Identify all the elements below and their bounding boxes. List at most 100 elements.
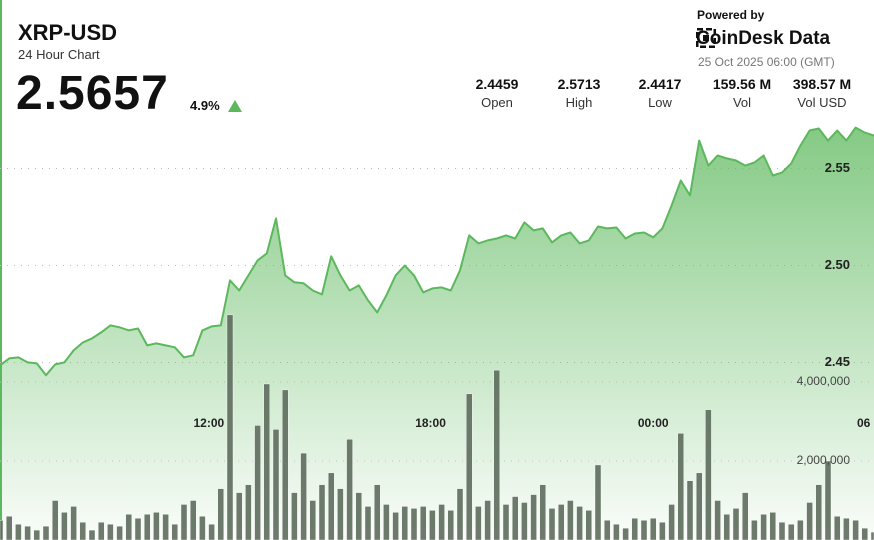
volume-bar (585, 510, 592, 540)
volume-bar (484, 500, 491, 540)
volume-bar (659, 522, 666, 540)
left-edge (0, 0, 2, 540)
volume-bar (15, 524, 22, 540)
volume-bar (401, 506, 408, 540)
volume-bar (143, 514, 151, 540)
y2-tick-label: 4,000,000 (797, 374, 851, 388)
timestamp: 25 Oct 2025 06:00 (GMT) (698, 55, 835, 69)
chart-subtitle: 24 Hour Chart (18, 47, 100, 62)
volume-bar (97, 522, 105, 540)
volume-bar (235, 492, 243, 540)
volume-bar (189, 500, 197, 540)
volume-bar (502, 504, 510, 540)
x-tick-label: 12:00 (193, 416, 224, 430)
stat-value: 398.57 M (792, 76, 852, 92)
volume-bar (760, 514, 767, 540)
x-tick-label: 06 (857, 416, 871, 430)
volume-bar (346, 439, 353, 540)
volume-bar (70, 506, 77, 540)
stat: 398.57 M Vol USD (777, 76, 867, 110)
volume-bar (696, 472, 703, 540)
volume-bar (824, 460, 832, 540)
volume-bar (374, 484, 381, 540)
volume-bar (245, 484, 252, 540)
y2-tick-label: 2,000,000 (797, 453, 851, 467)
volume-bar (318, 484, 326, 540)
volume-bar (125, 514, 133, 540)
volume-bar (24, 525, 31, 540)
brand-name: CoinDesk Data (696, 28, 831, 49)
volume-bar (732, 508, 740, 540)
volume-bar (447, 510, 454, 540)
price-line (0, 126, 874, 377)
volume-bar (521, 502, 528, 540)
volume-bar (751, 520, 758, 540)
volume-bar (567, 500, 574, 540)
current-price: 2.5657 (16, 67, 169, 120)
price-area (0, 127, 874, 540)
volume-bar (797, 520, 804, 540)
volume-bar (438, 504, 445, 540)
stat: 159.56 M Vol (697, 76, 787, 110)
volume-bar (613, 524, 620, 540)
y-tick-label: 2.45 (825, 354, 850, 369)
volume-bar (217, 488, 225, 540)
x-tick-label: 00:00 (638, 416, 669, 430)
stat-value: 2.5713 (557, 76, 601, 92)
volume-bar (429, 510, 436, 540)
volume-bar (180, 504, 188, 540)
brand-logo (696, 28, 716, 48)
volume-bar (861, 527, 868, 540)
volume-bar (705, 409, 712, 540)
volume-bar (226, 314, 234, 540)
volume-bar (364, 506, 372, 540)
x-tick-label: 18:00 (415, 416, 446, 430)
volume-bar (42, 525, 50, 540)
y-tick-label: 2.50 (825, 257, 850, 272)
volume-bar (834, 516, 841, 540)
volume-bar (742, 492, 749, 540)
volume-bar (769, 512, 776, 540)
volume-bar (530, 494, 537, 540)
volume-bar (61, 512, 68, 540)
volume-bar (493, 369, 500, 540)
stat-value: 2.4417 (638, 76, 682, 92)
volume-bar (631, 518, 638, 540)
volume-bar (466, 393, 473, 540)
volume-bar (116, 525, 123, 540)
volume-bar (714, 500, 721, 540)
volume-bar (640, 520, 648, 540)
volume-bar (300, 452, 307, 540)
stat: 2.4417 Low (615, 76, 705, 110)
volume-bar (420, 506, 427, 540)
volume-bar (309, 500, 316, 540)
volume-bar (668, 504, 675, 540)
volume-bar (843, 518, 850, 540)
volume-bar (815, 484, 822, 540)
volume-bar (355, 492, 362, 540)
volume-bar (604, 520, 611, 540)
volume-bar (79, 522, 87, 540)
y-tick-label: 2.55 (825, 160, 850, 175)
stat-label: Vol USD (797, 95, 847, 110)
volume-bar (539, 484, 546, 540)
volume-bar (162, 514, 169, 540)
volume-bar (88, 529, 96, 540)
volume-bar (475, 506, 482, 540)
stat-value: 159.56 M (712, 76, 772, 92)
volume-bar (134, 518, 142, 540)
chart-title: XRP-USD (18, 20, 118, 45)
volume-bar (650, 518, 657, 540)
volume-bar (254, 425, 261, 540)
volume-bar (576, 506, 583, 540)
volume-bar (33, 529, 40, 540)
volume-bar (806, 502, 813, 540)
stat-value: 2.4459 (475, 76, 519, 92)
brand: CoinDesk Data (696, 28, 830, 50)
volume-bar (199, 516, 206, 540)
price-change: 4.9% (190, 98, 220, 113)
stat-label: Open (481, 95, 513, 110)
volume-bar (778, 522, 786, 540)
volume-bar (171, 524, 179, 540)
